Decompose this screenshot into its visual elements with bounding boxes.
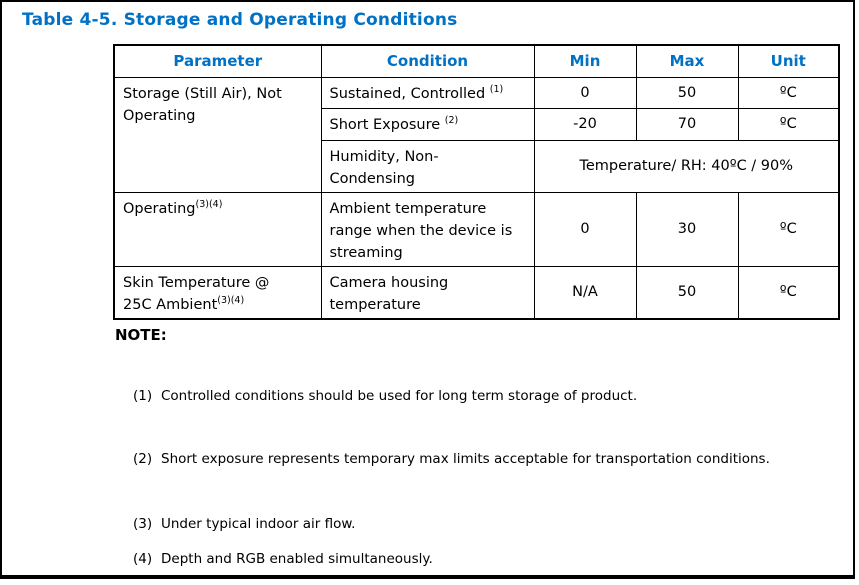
cell-merged-value: Temperature/ RH: 40ºC / 90% (533, 139, 840, 193)
cell-condition: Camera housing temperature (320, 265, 535, 319)
header-min: Min (533, 44, 637, 78)
cell-parameter: Storage (Still Air), Not Operating (113, 76, 322, 193)
condition-text: Sustained, Controlled (329, 85, 490, 102)
cell-max: 30 (635, 191, 739, 267)
parameter-text: Storage (Still Air), Not Operating (123, 85, 282, 124)
note-number: (3) (133, 516, 153, 532)
table-header-row: Parameter Condition Min Max Unit (113, 44, 840, 78)
cell-condition: Sustained, Controlled (1) (320, 76, 535, 109)
cell-condition: Ambient temperature range when the devic… (320, 191, 535, 267)
footnote-ref: (1) (489, 83, 504, 95)
footnote-ref: (2) (444, 114, 459, 126)
note-text: Controlled conditions should be used for… (161, 388, 638, 404)
header-max: Max (635, 44, 739, 78)
note-item: (4) Depth and RGB enabled simultaneously… (133, 545, 781, 574)
cell-parameter: Skin Temperature @ 25C Ambient(3)(4) (113, 265, 322, 319)
condition-text: Humidity, Non- Condensing (329, 148, 439, 187)
storage-operating-conditions-table: Parameter Condition Min Max Unit Storage… (113, 44, 840, 320)
note-number: (2) (133, 451, 153, 467)
cell-unit: ºC (737, 265, 840, 319)
table-row: Short Exposure (2) -20 70 ºC (114, 107, 840, 141)
cell-condition: Short Exposure (2) (320, 107, 535, 141)
header-unit: Unit (737, 44, 840, 78)
note-text: Short exposure represents temporary max … (161, 451, 770, 467)
parameter-text: Skin Temperature @ 25C Ambient (123, 274, 270, 313)
note-heading: NOTE: (115, 326, 167, 344)
cell-max: 50 (635, 76, 739, 109)
note-text: Under typical indoor air flow. (161, 516, 356, 532)
cell-min: 0 (533, 76, 637, 109)
cell-unit: ºC (737, 76, 840, 109)
condition-text: Camera housing temperature (329, 274, 449, 313)
table-row: Operating(3)(4) Ambient temperature rang… (113, 191, 840, 267)
parameter-text: Operating (123, 200, 196, 217)
table-row: Storage (Still Air), Not Operating Susta… (113, 76, 840, 193)
note-item: (3) Under typical indoor air flow. (133, 510, 781, 539)
cell-min: 0 (533, 191, 637, 267)
table-row: Skin Temperature @ 25C Ambient(3)(4) Cam… (113, 265, 840, 319)
note-item: (1) Controlled conditions should be used… (133, 382, 781, 411)
header-condition: Condition (320, 44, 535, 78)
cell-unit: ºC (737, 191, 840, 267)
footnote-ref: (3)(4) (195, 198, 223, 210)
note-item: (2) Short exposure represents temporary … (133, 445, 781, 474)
condition-text: Ambient temperature range when the devic… (329, 200, 513, 261)
cell-max: 70 (635, 107, 739, 141)
condition-text: Short Exposure (329, 116, 445, 133)
cell-min: -20 (533, 107, 637, 141)
table-row: Humidity, Non- Condensing Temperature/ R… (114, 139, 840, 193)
cell-parameter: Operating(3)(4) (113, 191, 322, 267)
cell-max: 50 (635, 265, 739, 319)
cell-unit: ºC (737, 107, 840, 141)
table-caption: Table 4-5. Storage and Operating Conditi… (22, 10, 458, 30)
footnote-ref: (3)(4) (217, 294, 245, 306)
note-number: (1) (133, 388, 153, 404)
note-number: (4) (133, 551, 153, 567)
cell-min: N/A (533, 265, 637, 319)
note-text: Depth and RGB enabled simultaneously. (161, 551, 433, 567)
cell-condition: Humidity, Non- Condensing (320, 139, 535, 193)
header-parameter: Parameter (113, 44, 322, 78)
